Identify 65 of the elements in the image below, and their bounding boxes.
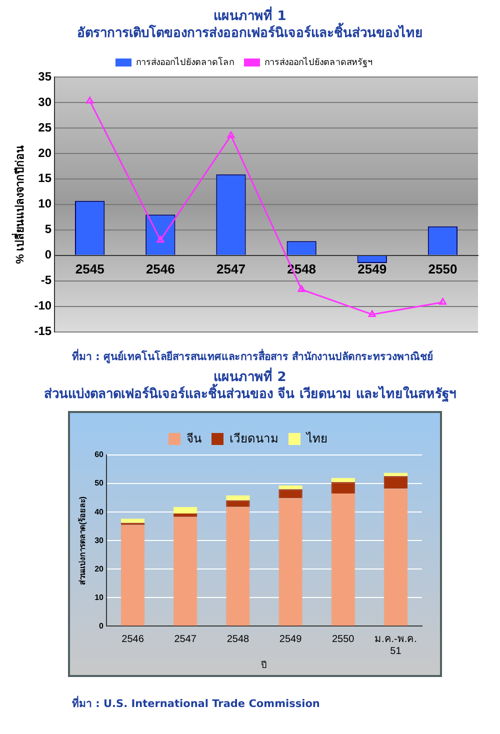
y-tick-label: -15 [34,324,52,338]
chart-subtitle: ส่วนแบ่งตลาดเฟอร์นิเจอร์และชิ้นส่วนของ จีน เวียดนาม และไทยในสหรัฐฯ [43,386,457,403]
chart-subtitle: อัตราการเติบโตของการส่งออกเฟอร์นิเจอร์และชิ้นส่วนของไทย [76,25,424,42]
x-tick-label: 2549 [358,262,387,277]
chart-title: แผนภาพที่ 1 [214,8,286,24]
y-tick-label: 20 [38,146,52,160]
bar [120,518,145,523]
legend-label: ไทย [306,431,328,446]
point [227,131,235,138]
y-tick-label: 50 [94,478,104,488]
x-tick-label: 2546 [146,262,175,277]
y-tick-label: 35 [38,69,52,84]
y-tick-label: 30 [94,536,104,545]
bar [278,486,302,490]
y-tick-label: 10 [38,196,52,211]
legend-label: เวียดนาม [230,431,278,446]
x-tick-label: 2547 [174,634,197,645]
y-axis-title: ส่วนแบ่งการตลาด(ร้อยละ) [77,496,88,585]
x-tick-label: 2547 [216,262,246,277]
y-tick-label: 15 [38,171,52,186]
bar [174,516,198,626]
bar [331,494,355,626]
x-tick-label: 2548 [226,634,250,645]
bar [226,506,250,626]
bar [331,478,355,482]
y-tick-label: 25 [38,120,52,134]
y-tick-label: -10 [34,298,52,313]
text: ที่มา : U.S. International Trade Commission [71,695,321,712]
point [298,285,306,292]
y-tick-label: 40 [94,507,104,516]
y-tick-label: 0 [99,621,104,630]
text: ที่มา : ศูนย์เทคโนโลยีสารสนเทศและการสื่อสาร สำนักงานปลัดกระทรวงพาณิชย์ [71,348,434,365]
x-tick-label: 2546 [122,634,144,645]
point [368,310,376,317]
x-tick-label: ม.ค.-พ.ค. 51 [374,634,417,657]
x-tick-label: 2550 [428,262,458,277]
legend-label: จีน [186,431,202,446]
chart-title: แผนภาพที่ 2 [214,369,288,385]
y-axis-title: % เปลี่ยนแปลงจากปีก่อน [12,144,27,264]
bar [278,489,302,498]
y-tick-label: 30 [38,94,52,109]
point [156,236,164,243]
x-axis-title: ปี [261,660,268,670]
y-tick-label: 20 [94,564,104,574]
bar [384,472,408,476]
x-tick-label: 2545 [75,262,104,277]
point [438,298,446,305]
bar [278,498,302,626]
y-tick-label: 0 [44,248,52,262]
bar [331,482,355,494]
point [86,96,94,104]
y-tick-label: 60 [94,450,104,460]
x-tick-label: 2550 [332,634,355,645]
bar [226,500,250,507]
bar [226,495,250,500]
x-tick-label: 2549 [279,634,302,645]
bar [384,476,408,489]
legend-label: การส่งออกไปยังตลาดโลก [136,56,234,67]
y-tick-label: -5 [40,273,52,288]
legend-label: การส่งออกไปยังตลาดสหรัฐฯ [264,56,372,68]
bar [384,488,408,626]
y-tick-label: 5 [44,222,52,236]
bar [174,506,198,514]
bar [120,524,145,626]
y-tick-label: 10 [94,592,104,602]
